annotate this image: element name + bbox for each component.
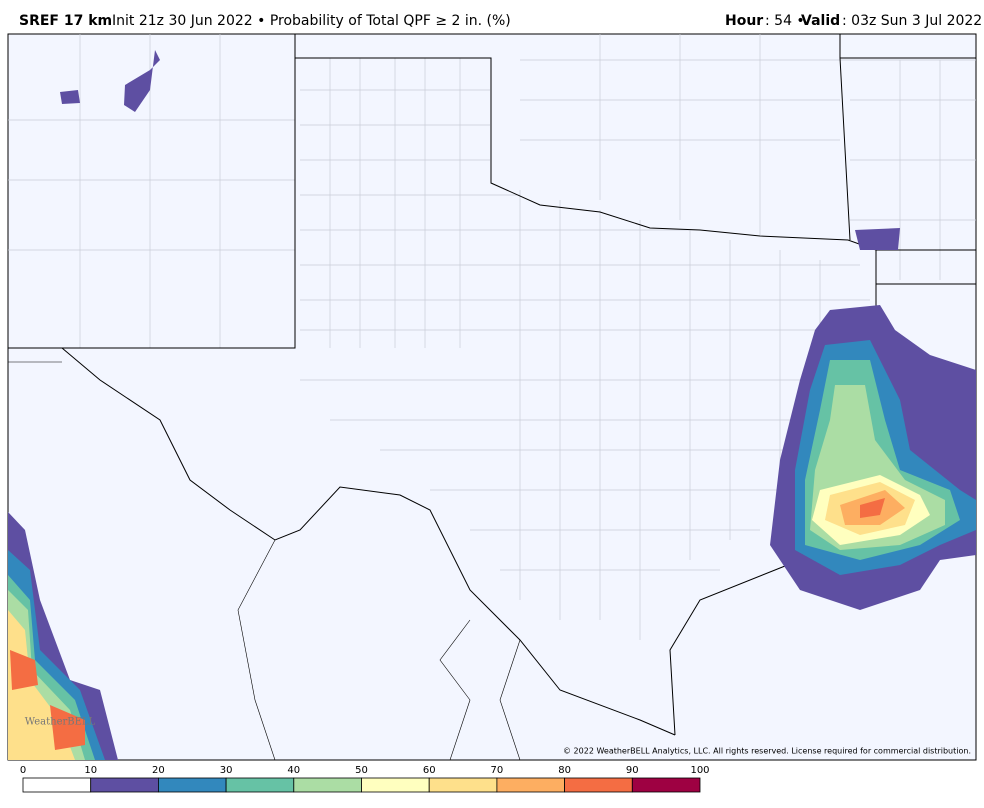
colorbar-tick-label: 20 — [152, 765, 165, 776]
colorbar-segment — [496, 777, 565, 793]
model-name: SREF 17 km — [19, 13, 112, 29]
colorbar-tick-label: 90 — [626, 765, 639, 776]
precip-contours — [8, 50, 976, 760]
colorbar-segment — [564, 777, 633, 793]
colorbar-tick-label: 10 — [84, 765, 97, 776]
copyright: © 2022 WeatherBELL Analytics, LLC. All r… — [563, 747, 971, 756]
colorbar-segment — [428, 777, 498, 793]
watermark: WeatherBELL — [25, 717, 96, 728]
colorbar-tick-label: 50 — [355, 765, 368, 776]
colorbar-segment — [293, 777, 362, 793]
hour-label: Hour — [725, 13, 763, 29]
colorbar-tick-label: 80 — [558, 765, 571, 776]
colorbar-tick-label: 30 — [220, 765, 233, 776]
map: WeatherBELL © 2022 WeatherBELL Analytics… — [7, 33, 977, 761]
colorbar-segment — [361, 777, 430, 793]
colorbar-segment — [22, 777, 92, 793]
colorbar-segment — [631, 777, 701, 793]
colorbar-tick-label: 70 — [491, 765, 504, 776]
colorbar-tick-label: 0 — [20, 765, 26, 776]
colorbar-tick-label: 100 — [690, 765, 709, 776]
colorbar: 0 10 20 30 40 50 60 70 80 90 100 — [20, 765, 710, 793]
colorbar-tick-label: 40 — [287, 765, 300, 776]
colorbar-tick-label: 60 — [423, 765, 436, 776]
product-title: Init 21z 30 Jun 2022 • Probability of To… — [112, 13, 511, 29]
colorbar-segment — [90, 777, 159, 793]
colorbar-segment — [225, 777, 295, 793]
state-borders — [8, 34, 977, 761]
colorbar-segment — [157, 777, 227, 793]
valid-label: Valid — [801, 13, 840, 29]
hour-value: : 54 • — [765, 13, 805, 29]
valid-value: : 03z Sun 3 Jul 2022 — [842, 13, 982, 29]
county-lines — [8, 34, 976, 640]
